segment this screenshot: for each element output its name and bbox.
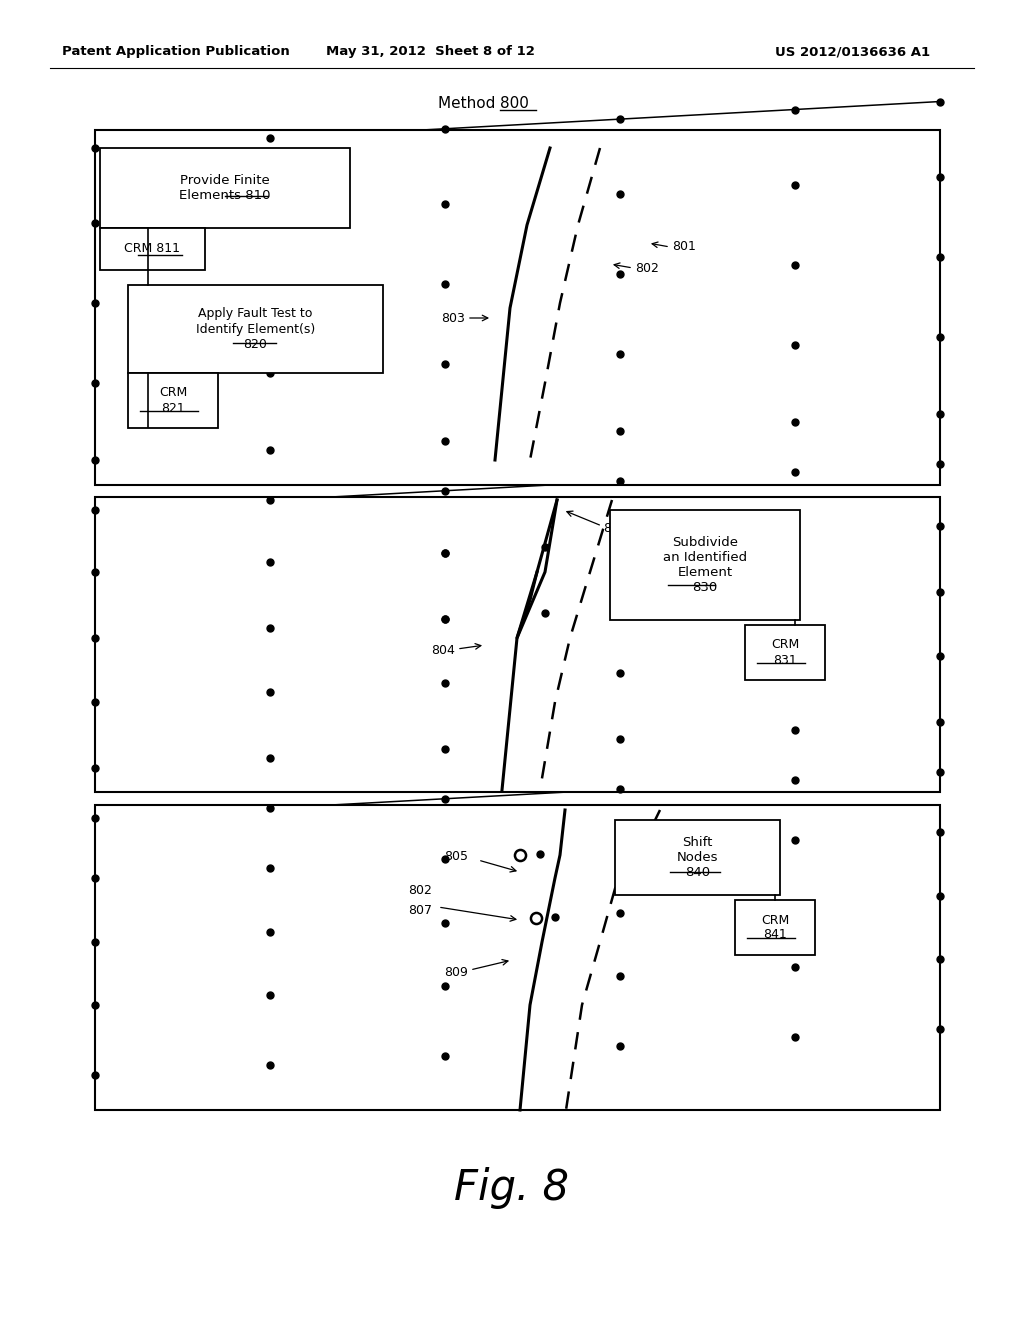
Bar <box>128 285 383 374</box>
Bar <box>735 900 815 954</box>
Bar <box>95 498 940 792</box>
Bar <box>100 228 205 271</box>
Text: Apply Fault Test to
Identify Element(s)
820: Apply Fault Test to Identify Element(s) … <box>196 308 315 351</box>
Text: 807: 807 <box>408 903 432 916</box>
Text: US 2012/0136636 A1: US 2012/0136636 A1 <box>775 45 930 58</box>
Text: Fig. 8: Fig. 8 <box>455 1167 569 1209</box>
Text: CRM 811: CRM 811 <box>125 243 180 256</box>
Text: Method: Method <box>437 95 500 111</box>
Text: CRM
821: CRM 821 <box>159 387 187 414</box>
Text: 800: 800 <box>500 95 528 111</box>
Bar <box>615 820 780 895</box>
Text: Shift
Nodes
840: Shift Nodes 840 <box>677 836 718 879</box>
Text: 806: 806 <box>603 521 627 535</box>
Text: Patent Application Publication: Patent Application Publication <box>62 45 290 58</box>
Bar <box>100 148 350 228</box>
Text: 803: 803 <box>441 312 465 325</box>
Bar <box>95 805 940 1110</box>
Text: Provide Finite
Elements 810: Provide Finite Elements 810 <box>179 174 270 202</box>
Bar <box>128 374 218 428</box>
Text: 804: 804 <box>431 644 455 656</box>
Bar <box>610 510 800 620</box>
Text: Subdivide
an Identified
Element
830: Subdivide an Identified Element 830 <box>663 536 748 594</box>
Text: 802: 802 <box>635 261 658 275</box>
Text: CRM
841: CRM 841 <box>761 913 790 941</box>
Text: May 31, 2012  Sheet 8 of 12: May 31, 2012 Sheet 8 of 12 <box>326 45 535 58</box>
Text: CRM
831: CRM 831 <box>771 639 799 667</box>
Bar <box>95 129 940 484</box>
Text: 802: 802 <box>409 883 432 896</box>
Text: 805: 805 <box>444 850 468 863</box>
Text: 809: 809 <box>444 965 468 978</box>
Text: 801: 801 <box>672 240 696 253</box>
Bar <box>745 624 825 680</box>
